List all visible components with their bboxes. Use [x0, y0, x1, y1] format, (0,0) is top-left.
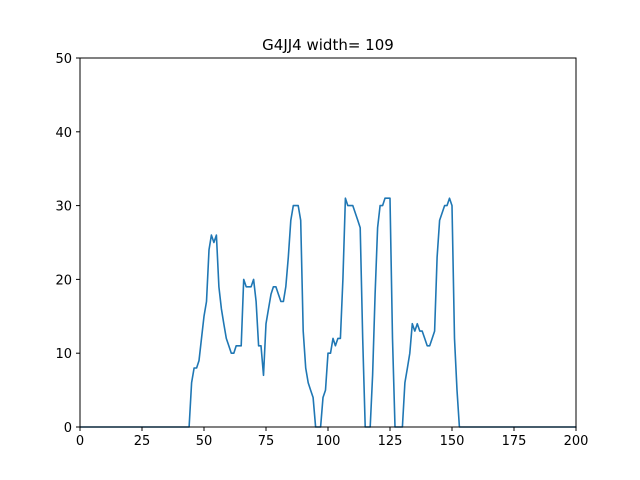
y-tick-label: 40	[55, 126, 72, 141]
x-tick-label: 125	[378, 434, 403, 449]
x-tick-label: 25	[134, 434, 151, 449]
x-tick-label: 150	[440, 434, 465, 449]
x-tick-label: 0	[76, 434, 84, 449]
x-tick-label: 175	[502, 434, 527, 449]
y-tick-label: 30	[55, 200, 72, 215]
x-tick-label: 100	[316, 434, 341, 449]
series-line	[79, 197, 577, 428]
y-tick-label: 10	[55, 347, 72, 362]
chart-title: G4JJ4 width= 109	[262, 36, 394, 54]
y-tick-label: 20	[55, 273, 72, 288]
x-tick-label: 75	[258, 434, 275, 449]
y-tick-label: 0	[64, 421, 72, 436]
y-tick-label: 50	[55, 52, 72, 67]
x-tick-label: 50	[196, 434, 213, 449]
x-tick-label: 200	[564, 434, 589, 449]
